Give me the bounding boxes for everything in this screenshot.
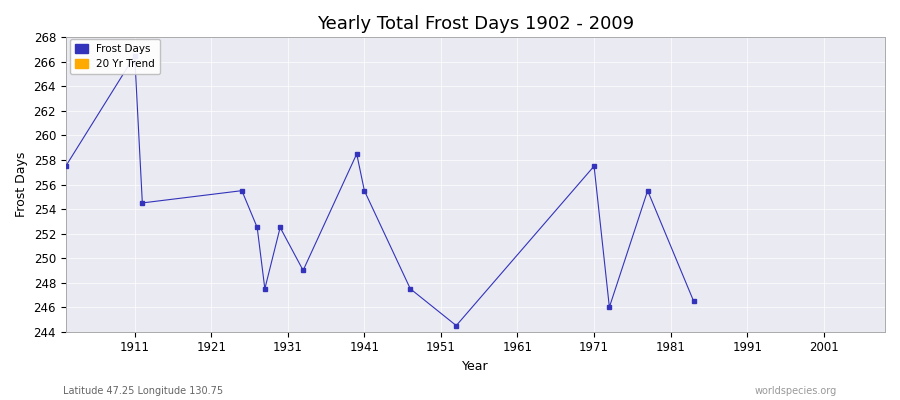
X-axis label: Year: Year	[462, 360, 489, 373]
Text: worldspecies.org: worldspecies.org	[755, 386, 837, 396]
Title: Yearly Total Frost Days 1902 - 2009: Yearly Total Frost Days 1902 - 2009	[317, 15, 634, 33]
Y-axis label: Frost Days: Frost Days	[15, 152, 28, 217]
Text: Latitude 47.25 Longitude 130.75: Latitude 47.25 Longitude 130.75	[63, 386, 223, 396]
Legend: Frost Days, 20 Yr Trend: Frost Days, 20 Yr Trend	[70, 39, 160, 74]
